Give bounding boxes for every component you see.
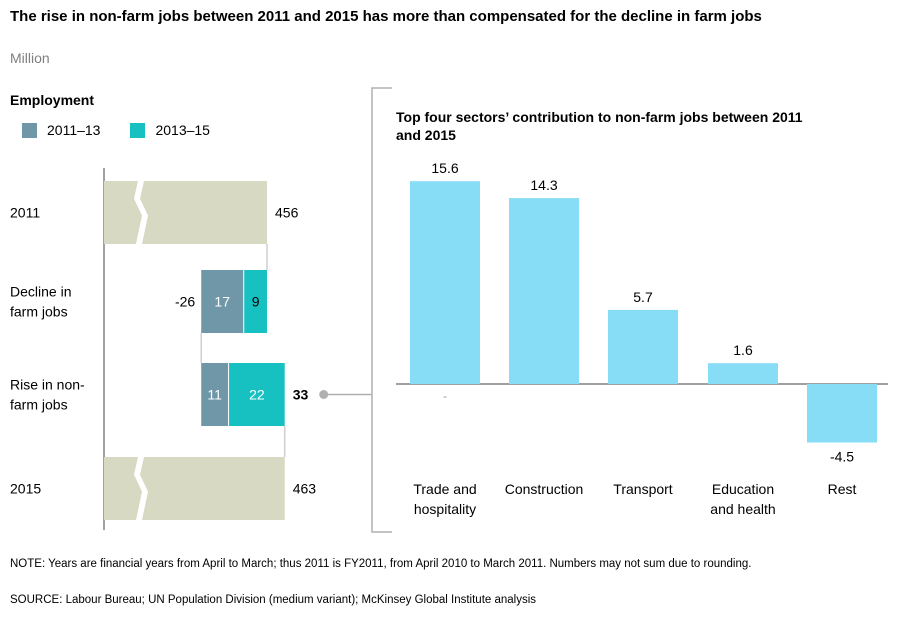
- sector-value-label-0: 15.6: [431, 160, 458, 176]
- sector-category-label-0-1: hospitality: [414, 501, 476, 517]
- legend-item-2013-15: 2013–15: [130, 122, 210, 138]
- legend-swatch-2013-15: [130, 122, 146, 138]
- employment-heading: Employment: [10, 92, 95, 108]
- sector-category-label-4-0: Rest: [828, 481, 857, 497]
- base-bar-segment-2011-b: [140, 181, 267, 244]
- row-label-3-0: 2015: [10, 481, 41, 497]
- sector-category-label-0-0: Trade and: [413, 481, 476, 497]
- row-label-1-1: farm jobs: [10, 304, 68, 320]
- sector-value-label-1: 14.3: [530, 177, 557, 193]
- callout-dot: [319, 390, 329, 399]
- sector-category-label-3-0: Education: [712, 481, 774, 497]
- base-bar-segment-2011-a: [104, 181, 142, 244]
- chart-title: The rise in non-farm jobs between 2011 a…: [10, 8, 762, 25]
- rise-value-2013-15: 22: [249, 387, 265, 403]
- legend-item-2011-13: 2011–13: [22, 122, 100, 138]
- sector-value-label-4: -4.5: [830, 449, 854, 465]
- sector-value-label-3: 1.6: [733, 342, 753, 358]
- decline-bar-2013-15: [244, 270, 267, 333]
- sector-category-label-1-0: Construction: [505, 481, 584, 497]
- total-value-decline: -26: [175, 294, 195, 310]
- base-bar-segment-2015-a: [104, 457, 142, 520]
- source-note: SOURCE: Labour Bureau; UN Population Div…: [10, 594, 537, 606]
- sector-bar-4: [807, 384, 877, 443]
- sector-category-label-2-0: Transport: [613, 481, 673, 497]
- sector-bar-0: [410, 181, 480, 384]
- sector-bar-2: [608, 309, 678, 384]
- legend-swatch-2011-13: [22, 122, 37, 138]
- unit-label: Million: [10, 50, 50, 66]
- sector-bar-3: [708, 363, 778, 384]
- rise-bar-2013-15: [229, 363, 285, 426]
- total-value-2011: 456: [275, 205, 299, 221]
- row-label-0-0: 2011: [10, 205, 40, 221]
- row-label-2-0: Rise in non-: [10, 377, 85, 393]
- panel-bracket: [371, 87, 392, 533]
- footnote: NOTE: Years are financial years from Apr…: [10, 558, 752, 570]
- sector-chart-title: Top four sectors’ contribution to non-fa…: [396, 109, 803, 143]
- rise-bar-2011-13: [201, 363, 229, 426]
- row-label-2-1: farm jobs: [10, 397, 68, 413]
- decline-bar-2011-13: [201, 270, 244, 333]
- sector-bar-1: [509, 198, 579, 384]
- total-value-rise: 33: [293, 387, 309, 403]
- legend-label-2011-13: 2011–13: [47, 122, 101, 138]
- base-bar-segment-2015-b: [140, 457, 285, 520]
- decline-value-2013-15: 9: [252, 294, 260, 310]
- legend: 2011–13 2013–15: [22, 122, 240, 138]
- rise-value-2011-13: 11: [207, 387, 222, 403]
- sector-category-label-3-1: and health: [710, 501, 775, 517]
- sector-extra-mark: -: [443, 389, 447, 403]
- row-label-1-0: Decline in: [10, 284, 71, 300]
- total-value-2015: 463: [293, 481, 317, 497]
- decline-value-2011-13: 17: [214, 294, 230, 310]
- legend-label-2013-15: 2013–15: [155, 122, 210, 138]
- sector-value-label-2: 5.7: [633, 289, 653, 305]
